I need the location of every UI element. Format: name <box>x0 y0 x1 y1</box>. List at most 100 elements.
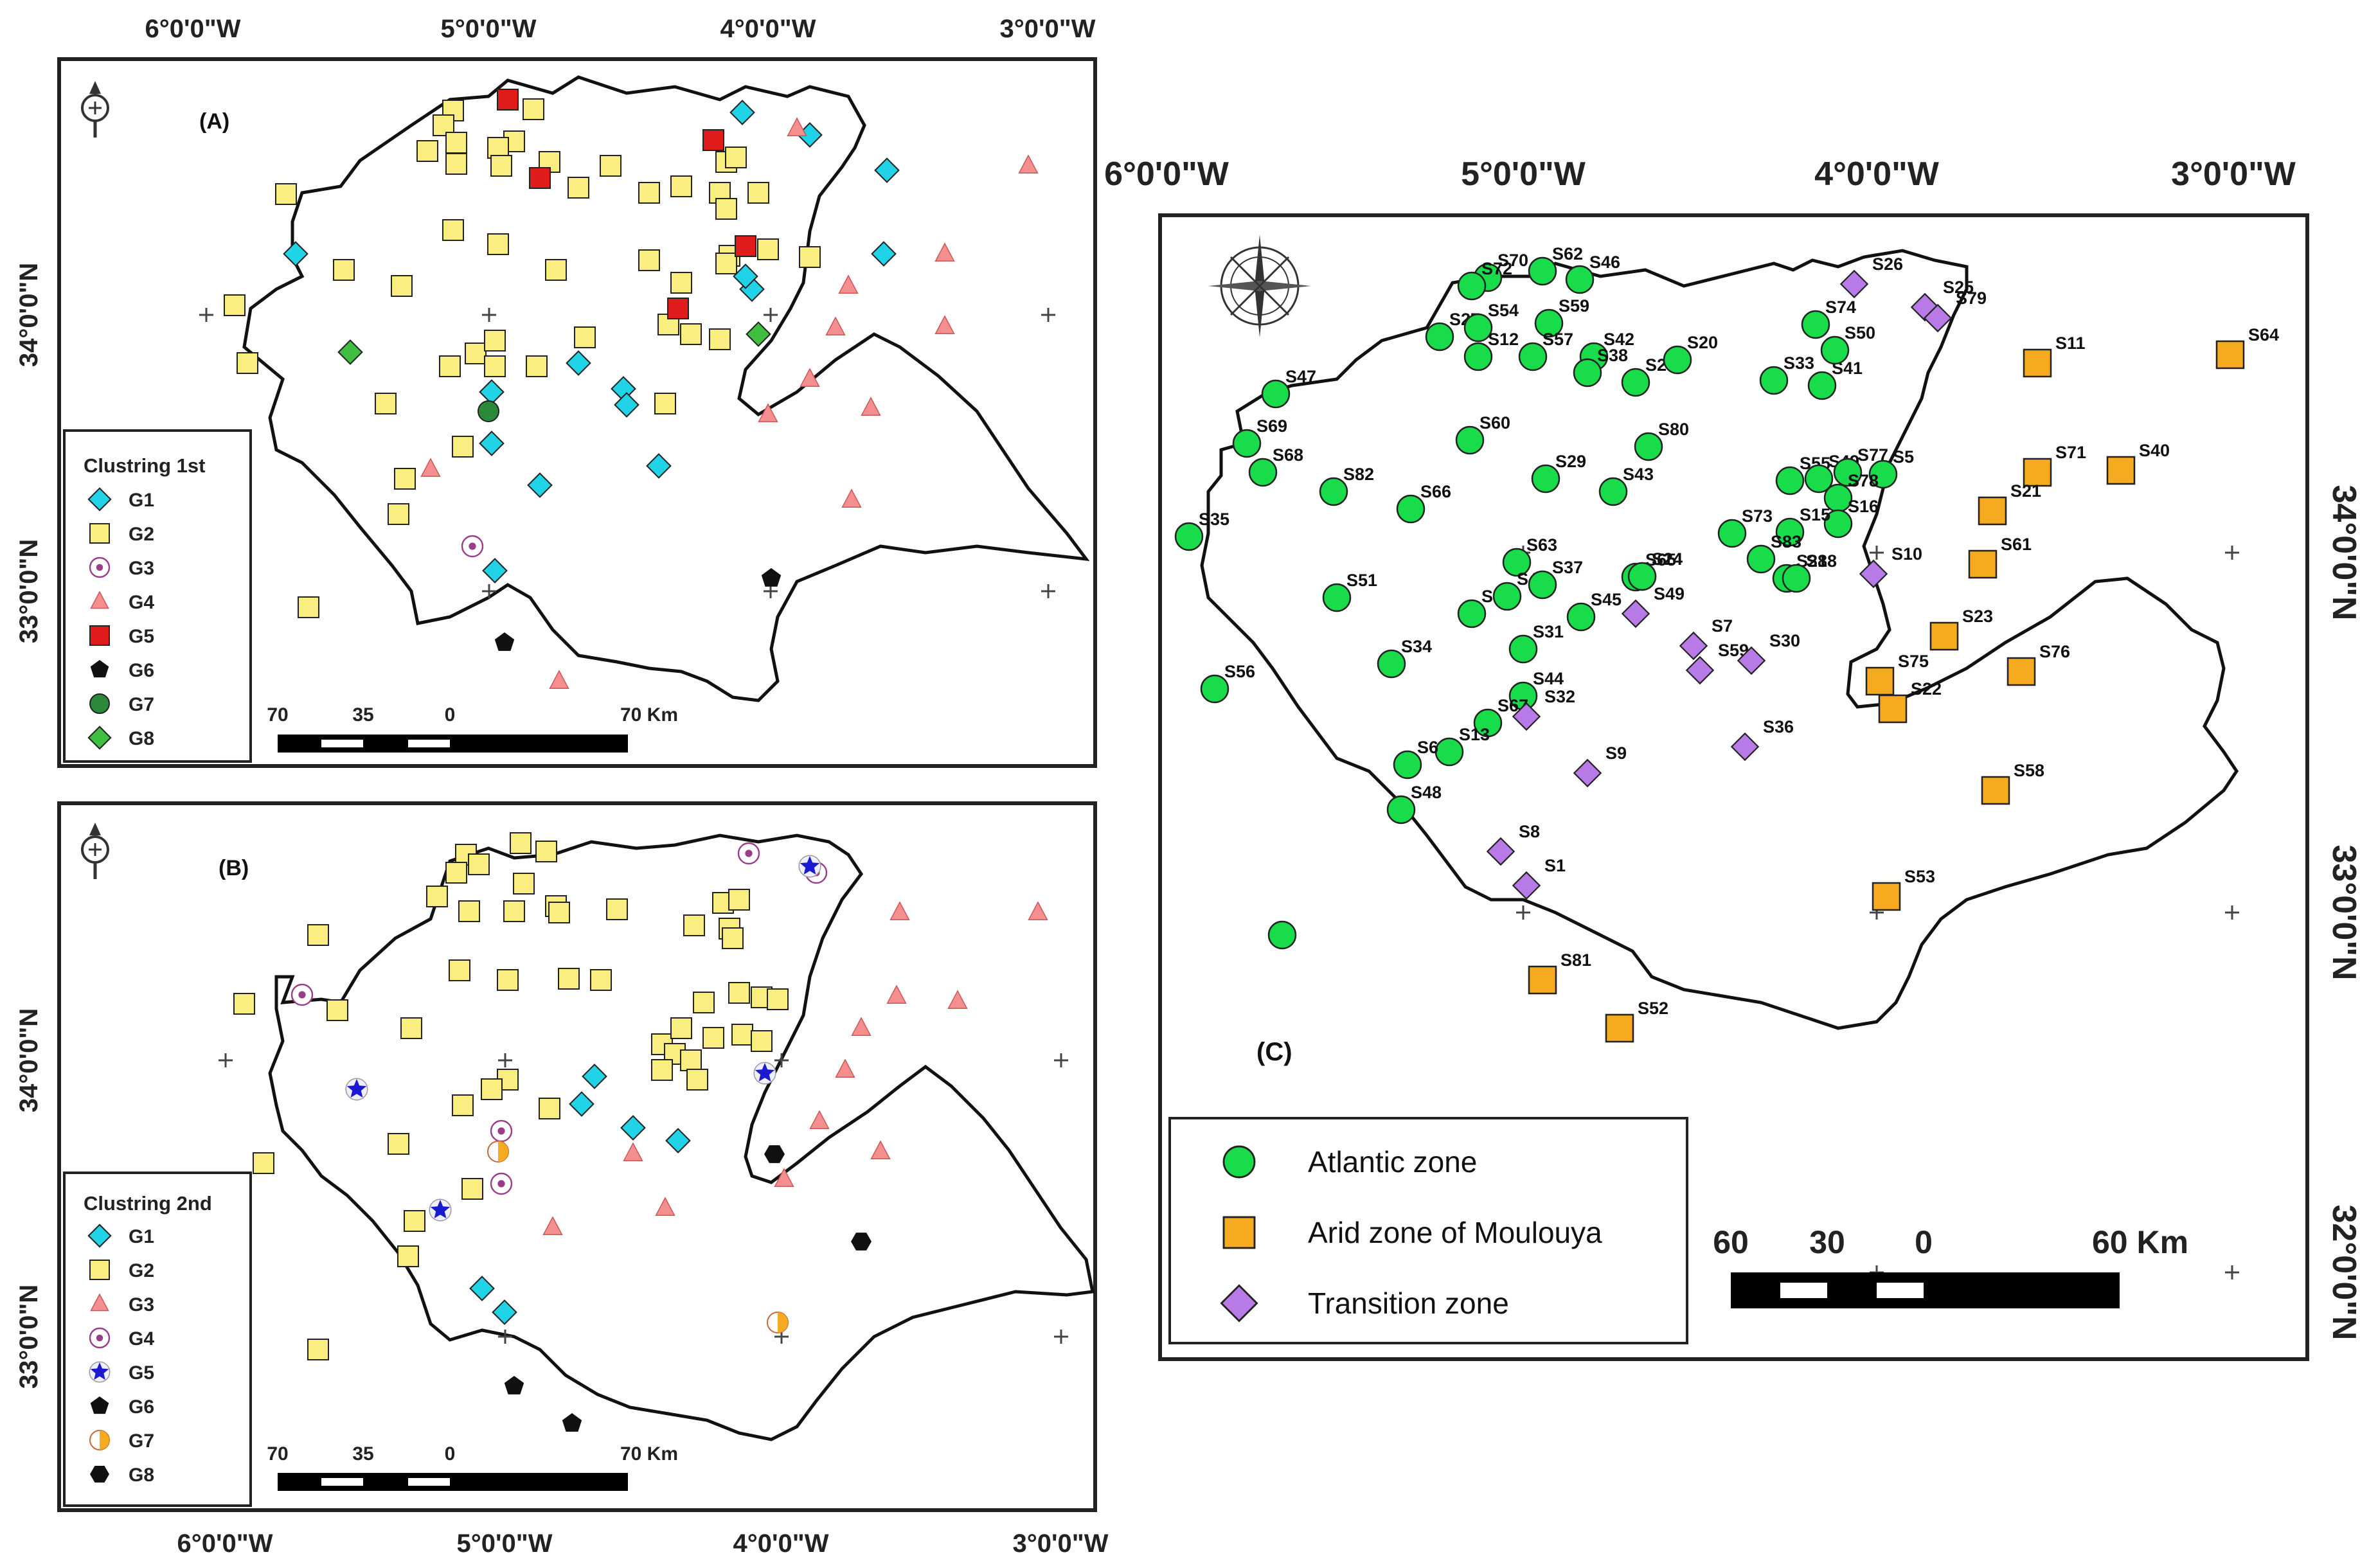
scale-end: 70 Km <box>620 1443 678 1465</box>
scale-tick: 35 <box>352 704 373 726</box>
station-label: S48 <box>1411 783 1442 802</box>
station-transition <box>1859 559 1888 589</box>
map-c-legend: Atlantic zone Arid zone of Moulouya Transi… <box>1168 1117 1688 1344</box>
scale-tick: 0 <box>445 1443 456 1465</box>
legend-symbol <box>89 1327 111 1349</box>
station-label: S51 <box>1346 571 1377 590</box>
station-marker <box>569 1091 594 1117</box>
station-atlantic <box>1457 599 1487 628</box>
map-a-stations <box>224 89 1039 689</box>
legend-label: Transition zone <box>1308 1287 1509 1320</box>
station-marker <box>654 393 676 414</box>
station-atlantic <box>1528 570 1557 600</box>
legend-label: G6 <box>129 1396 154 1418</box>
station-marker <box>298 596 319 618</box>
station-label: S79 <box>1956 289 1987 308</box>
station-atlantic <box>1746 544 1776 574</box>
station-atlantic <box>1492 582 1522 611</box>
station-atlantic <box>1248 458 1278 487</box>
station-label: S6 <box>1417 738 1438 757</box>
station-marker <box>490 1119 513 1143</box>
station-marker <box>606 898 628 920</box>
station-atlantic <box>1565 265 1595 294</box>
station-marker <box>1028 901 1048 920</box>
coord-label: 4°0'0"W <box>720 15 816 43</box>
station-transition <box>1730 732 1760 762</box>
station-label: S26 <box>1872 254 1903 274</box>
station-marker <box>539 1098 560 1119</box>
station-marker <box>535 841 557 862</box>
station-label: S57 <box>1542 330 1573 349</box>
station-marker <box>800 368 820 387</box>
station-label: S59 <box>1559 296 1589 316</box>
station-atlantic <box>1200 674 1229 704</box>
station-marker <box>1018 154 1039 174</box>
station-marker <box>620 1115 646 1141</box>
station-marker <box>484 355 506 377</box>
station-label: S63 <box>1526 535 1557 555</box>
station-marker <box>490 155 512 177</box>
scale-tick: 70 <box>267 704 288 726</box>
coord-label: 3°0'0"W <box>2171 156 2296 193</box>
station-label: S9 <box>1605 744 1627 763</box>
legend-label: G1 <box>129 1226 154 1247</box>
station-marker <box>861 396 881 416</box>
station-marker <box>686 1069 708 1091</box>
station-label: S82 <box>1343 465 1374 484</box>
station-label: S62 <box>1552 244 1583 263</box>
station-atlantic <box>1463 342 1493 371</box>
station-atlantic <box>1634 432 1663 461</box>
station-marker <box>416 140 438 162</box>
station-label: S2 <box>1645 355 1667 375</box>
station-label: S61 <box>2001 535 2032 554</box>
coord-label: 34°0'0"N <box>15 263 43 367</box>
station-atlantic <box>1566 602 1596 632</box>
station-transition <box>1573 758 1602 788</box>
coord-label: 33°0'0"N <box>15 1285 43 1389</box>
station-label: S52 <box>1638 999 1668 1018</box>
coord-label: 32°0'0"N <box>2325 1204 2360 1340</box>
station-label: S38 <box>1597 346 1628 365</box>
station-marker <box>568 177 589 199</box>
station-marker <box>733 263 758 289</box>
station-marker <box>529 167 551 189</box>
station-marker <box>600 155 621 177</box>
legend-label: G6 <box>129 660 154 681</box>
station-arid <box>1605 1013 1634 1043</box>
station-arid <box>2106 456 2136 485</box>
station-marker <box>809 1110 830 1129</box>
station-arid <box>1528 965 1557 995</box>
station-marker <box>487 233 509 255</box>
station-marker <box>397 1245 419 1267</box>
station-label: S49 <box>1654 584 1685 603</box>
station-marker <box>702 129 724 151</box>
legend-symbol <box>90 1396 109 1414</box>
station-marker <box>549 670 569 689</box>
station-atlantic <box>1261 379 1291 409</box>
station-marker <box>307 924 329 946</box>
station-marker <box>934 315 955 334</box>
legend-symbol <box>89 625 110 646</box>
station-arid <box>1981 776 2010 805</box>
station-marker <box>333 259 355 281</box>
station-atlantic <box>1775 517 1805 547</box>
station-label: S83 <box>1771 532 1801 551</box>
station-marker <box>442 219 464 241</box>
scale-end: 60 Km <box>2092 1224 2188 1260</box>
station-label: S8 <box>1519 822 1540 841</box>
station-arid <box>1872 882 1901 911</box>
station-marker <box>590 969 612 991</box>
station-atlantic <box>1463 313 1493 343</box>
station-atlantic <box>1267 920 1297 950</box>
station-label: S21 <box>2010 481 2041 501</box>
legend-symbol <box>89 1260 110 1280</box>
coord-label: 33°0'0"N <box>15 539 43 643</box>
station-label: S11 <box>2055 334 2086 353</box>
station-label: S76 <box>2039 642 2070 661</box>
station-label: S10 <box>1891 544 1922 564</box>
station-marker <box>468 853 490 875</box>
station-marker <box>283 241 308 267</box>
station-label: S80 <box>1658 420 1689 439</box>
legend-label: G7 <box>129 1430 154 1452</box>
